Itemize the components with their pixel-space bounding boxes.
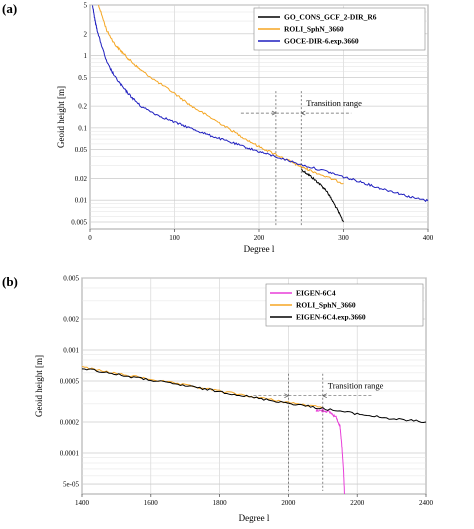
y-tick-label: 0.1 — [78, 124, 87, 132]
chart-panel-b: Transition range 1400 1600 1800 2000 2200 2400… — [2, 274, 434, 523]
legend-label-2: ROLI_SphN_3660 — [296, 301, 356, 310]
x-tick-label: 1800 — [213, 499, 228, 507]
series-line-1 — [315, 407, 345, 495]
legend-label-2: ROLI_SphN_3660 — [284, 25, 344, 34]
transition-arrow-left — [271, 110, 277, 116]
y-tick-label: 0.005 — [71, 218, 87, 226]
panel-label: (b) — [2, 274, 18, 289]
legend-box — [265, 283, 424, 327]
transition-arrow-right — [322, 393, 327, 399]
x-tick-label: 2000 — [281, 499, 296, 507]
y-tick-label: 0.05 — [75, 146, 88, 154]
annotation-label: Transition range — [328, 381, 384, 391]
x-tick-label: 100 — [169, 234, 180, 242]
x-tick-label: 0 — [88, 234, 92, 242]
legend-label-1: GO_CONS_GCF_2-DIR_R6 — [284, 13, 377, 22]
legend-label-3: EIGEN-6C4.exp.3660 — [296, 313, 366, 322]
x-tick-label: 1600 — [144, 499, 159, 507]
x-tick-label: 2400 — [419, 499, 434, 507]
legend-label-3: GOCE-DIR-6.exp.3660 — [284, 37, 359, 46]
x-tick-label: 2200 — [350, 499, 365, 507]
y-tick-label: 0.02 — [75, 175, 88, 183]
y-tick-label: 1 — [84, 52, 88, 60]
y-tick-label: 5e-05 — [63, 481, 79, 489]
y-tick-label: 0.005 — [63, 275, 79, 283]
chart-panel-a: Transition range 0 100 200 300 400 5 2 1 0.5 0.2 0.… — [2, 1, 434, 254]
annotation-label: Transition range — [306, 98, 362, 108]
x-tick-label: 1400 — [75, 499, 90, 507]
y-axis-label: Geoid height [m] — [56, 86, 66, 148]
series-line-3 — [92, 5, 429, 203]
y-tick-label: 0.2 — [78, 103, 87, 111]
y-tick-label: 0.0002 — [60, 419, 80, 427]
y-tick-label: 0.0001 — [60, 450, 80, 458]
y-tick-label: 0.01 — [75, 197, 88, 205]
x-tick-label: 400 — [423, 234, 434, 242]
panel-label: (a) — [2, 1, 17, 16]
y-tick-label: 2 — [84, 30, 88, 38]
series-line-3 — [81, 368, 427, 424]
transition-arrow-left — [284, 393, 290, 399]
legend-box — [253, 7, 426, 51]
series-line-1 — [301, 168, 344, 223]
y-tick-label: 0.0005 — [60, 378, 80, 386]
x-tick-label: 300 — [338, 234, 349, 242]
x-axis-label: Degree l — [239, 513, 270, 523]
y-axis-label: Geoid height [m] — [34, 355, 44, 417]
y-tick-label: 0.001 — [63, 347, 79, 355]
legend-label-1: EIGEN-6C4 — [296, 289, 336, 298]
y-tick-label: 5 — [84, 2, 88, 10]
x-tick-label: 200 — [254, 234, 265, 242]
y-tick-label: 0.002 — [63, 315, 79, 323]
y-tick-label: 0.5 — [78, 74, 87, 82]
x-axis-label: Degree l — [244, 244, 275, 254]
transition-arrow-right — [300, 110, 306, 116]
